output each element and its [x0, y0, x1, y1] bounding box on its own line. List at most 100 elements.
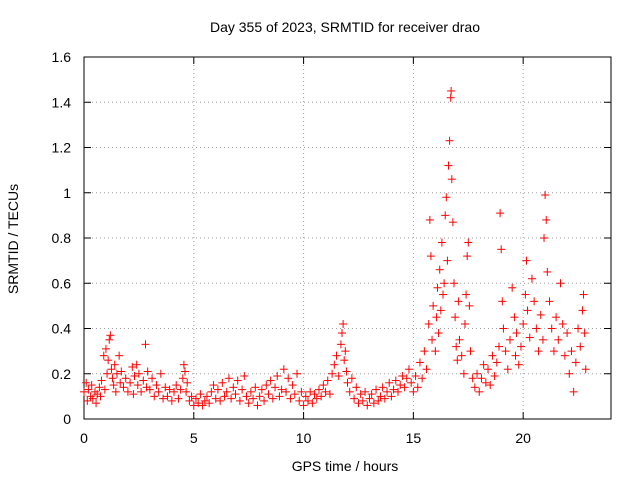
data-point: [229, 383, 238, 392]
data-point: [297, 387, 306, 396]
data-point: [541, 191, 550, 200]
data-point: [449, 279, 458, 288]
data-point: [105, 335, 114, 344]
data-point: [100, 385, 109, 394]
data-point: [143, 367, 152, 376]
data-point: [400, 383, 409, 392]
data-point: [165, 385, 174, 394]
data-point: [451, 313, 460, 322]
data-point: [83, 396, 92, 405]
data-point: [465, 301, 474, 310]
data-point: [174, 394, 183, 403]
data-point: [167, 396, 176, 405]
data-point: [339, 319, 348, 328]
data-point: [178, 374, 187, 383]
data-point: [88, 394, 97, 403]
data-point: [179, 360, 188, 369]
data-point: [191, 394, 200, 403]
data-point: [440, 279, 449, 288]
data-point: [211, 394, 220, 403]
data-point: [145, 385, 154, 394]
data-point: [275, 392, 284, 401]
data-point: [411, 372, 420, 381]
data-point: [464, 238, 473, 247]
data-point: [99, 351, 108, 360]
data-point: [235, 396, 244, 405]
data-point: [350, 394, 359, 403]
data-point: [420, 347, 429, 356]
data-point: [264, 390, 273, 399]
data-point: [132, 360, 141, 369]
y-axis-label: SRMTID / TECUs: [5, 184, 21, 294]
data-point: [251, 383, 260, 392]
data-point: [481, 378, 490, 387]
data-point: [107, 365, 116, 374]
data-point: [109, 381, 118, 390]
data-point: [279, 365, 288, 374]
data-point: [425, 215, 434, 224]
data-point: [121, 374, 130, 383]
y-tick-label: 0: [63, 411, 71, 427]
data-point: [183, 378, 192, 387]
data-point: [308, 399, 317, 408]
data-point: [95, 383, 104, 392]
data-point: [512, 329, 521, 338]
data-point: [497, 245, 506, 254]
data-point: [227, 394, 236, 403]
data-point: [415, 358, 424, 367]
data-point: [383, 387, 392, 396]
plot-border: [83, 56, 612, 420]
data-point: [534, 347, 543, 356]
data-point: [358, 396, 367, 405]
data-point: [521, 290, 530, 299]
data-point: [363, 401, 372, 410]
data-point: [387, 392, 396, 401]
data-point: [499, 324, 508, 333]
data-point: [569, 387, 578, 396]
data-point: [238, 385, 247, 394]
data-point: [332, 351, 341, 360]
data-point: [231, 390, 240, 399]
data-point: [492, 358, 501, 367]
data-point: [545, 297, 554, 306]
data-point: [257, 385, 266, 394]
data-point: [115, 351, 124, 360]
data-point: [196, 390, 205, 399]
data-point: [152, 381, 161, 390]
data-point: [340, 356, 349, 365]
data-point: [385, 378, 394, 387]
data-point: [505, 335, 514, 344]
data-point: [220, 392, 229, 401]
axis-ticks: [83, 56, 611, 420]
data-point: [244, 399, 253, 408]
data-point: [488, 351, 497, 360]
data-point: [299, 401, 308, 410]
y-tick-label: 0.6: [52, 275, 72, 291]
data-point: [325, 390, 334, 399]
x-axis-label: GPS time / hours: [292, 458, 399, 474]
data-point: [495, 342, 504, 351]
data-point: [242, 392, 251, 401]
data-point: [176, 385, 185, 394]
data-point: [182, 387, 191, 396]
data-point: [343, 378, 352, 387]
data-point: [295, 396, 304, 405]
data-point: [126, 378, 135, 387]
data-point: [484, 365, 493, 374]
data-point: [137, 387, 146, 396]
data-point: [468, 374, 477, 383]
data-point: [432, 313, 441, 322]
data-point: [413, 383, 422, 392]
data-point: [530, 297, 539, 306]
data-point: [391, 376, 400, 385]
data-point: [292, 369, 301, 378]
data-point: [159, 394, 168, 403]
data-point: [447, 175, 456, 184]
data-point: [434, 329, 443, 338]
data-point: [445, 136, 454, 145]
data-point: [161, 383, 170, 392]
data-point: [532, 324, 541, 333]
data-point: [330, 360, 339, 369]
x-tick-labels: 0 5 10 15 20: [80, 430, 531, 446]
